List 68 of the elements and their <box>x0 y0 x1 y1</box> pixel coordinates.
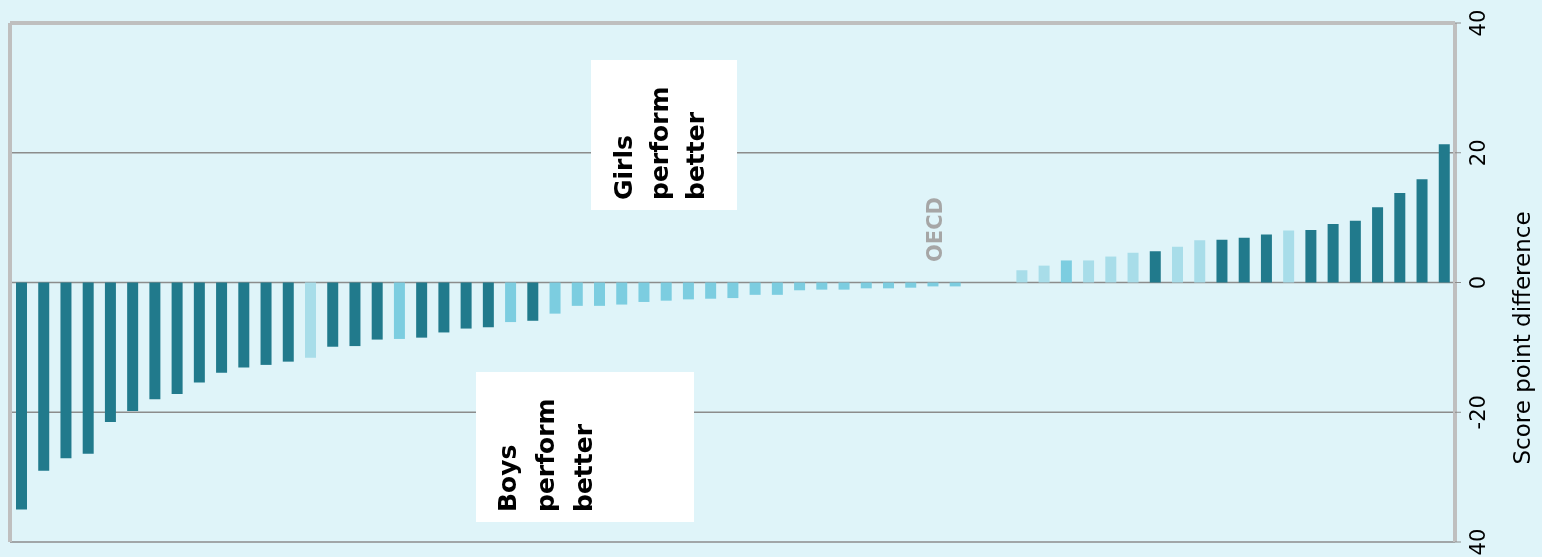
bar <box>838 282 850 290</box>
bar <box>1260 234 1272 283</box>
bar <box>438 282 450 333</box>
bar <box>527 282 539 321</box>
bar <box>1060 260 1072 283</box>
annotation: Boys perform better <box>493 398 598 512</box>
bar <box>149 282 161 400</box>
bar <box>549 282 561 314</box>
bar <box>1105 256 1117 283</box>
bar <box>482 282 494 328</box>
bar <box>349 282 361 347</box>
bar <box>327 282 339 347</box>
bar <box>82 282 94 454</box>
bar <box>1372 207 1384 283</box>
annotation: Girls perform better <box>609 86 710 200</box>
bar <box>1438 144 1450 283</box>
bar <box>1149 251 1161 283</box>
bar <box>1327 224 1339 283</box>
bar <box>505 282 517 323</box>
bar <box>393 282 405 339</box>
bar <box>238 282 250 368</box>
bar <box>1394 192 1406 283</box>
bar <box>460 282 472 329</box>
bar <box>1194 240 1206 283</box>
bar <box>705 282 717 299</box>
bar <box>816 282 828 290</box>
bar <box>16 282 27 510</box>
bar <box>660 282 672 301</box>
bar <box>260 282 272 365</box>
bar <box>282 282 294 362</box>
bar <box>171 282 183 395</box>
bar <box>571 282 583 306</box>
y-tick-label: 20 <box>1466 139 1490 167</box>
bar <box>127 282 139 411</box>
bar <box>771 282 783 295</box>
bar <box>38 282 50 471</box>
bar <box>616 282 628 305</box>
bar <box>1283 230 1295 283</box>
bar <box>104 282 116 422</box>
bar <box>749 282 761 295</box>
bar <box>1349 220 1361 283</box>
y-tick-label: 40 <box>1466 528 1490 556</box>
bar <box>371 282 383 340</box>
annotation: OECD <box>923 196 947 262</box>
bar <box>416 282 428 338</box>
bar <box>794 282 806 291</box>
bar <box>1083 260 1095 283</box>
y-tick-label: -20 <box>1466 395 1490 430</box>
bar <box>193 282 205 383</box>
bar <box>1127 252 1139 283</box>
y-tick-label: 0 <box>1466 275 1490 290</box>
bar <box>1238 237 1250 283</box>
bar <box>1016 270 1028 283</box>
bar <box>594 282 605 306</box>
bar <box>305 282 316 358</box>
bar <box>1216 239 1228 283</box>
bar <box>216 282 228 373</box>
bar <box>1172 246 1183 283</box>
bar <box>60 282 72 459</box>
bar <box>638 282 650 302</box>
bar <box>682 282 694 300</box>
bar <box>905 282 917 288</box>
y-axis-title: Score point difference <box>1509 211 1535 465</box>
bar <box>1038 265 1050 283</box>
y-tick-label: 40 <box>1466 9 1490 37</box>
bar <box>1416 179 1428 283</box>
bar <box>1305 229 1317 283</box>
bar <box>727 282 739 299</box>
